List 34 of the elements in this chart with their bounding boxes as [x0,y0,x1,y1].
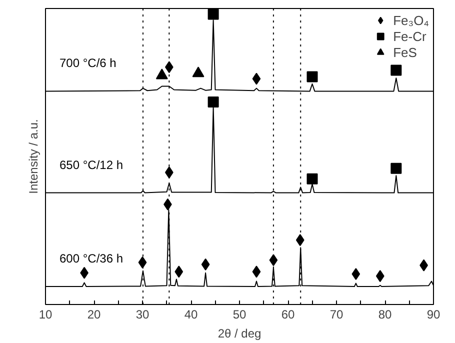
point [252,72,261,85]
x-tick-label: 80 [378,308,392,322]
point [390,64,402,76]
point [174,266,184,278]
x-tick-label: 70 [330,308,344,322]
point [208,96,219,108]
point [208,8,219,20]
legend-label: Fe₃O₄ [393,12,429,28]
x-tick-label: 50 [232,308,246,322]
x-axis-title: 2θ / deg [218,326,262,340]
y-axis-title: Intensity / a.u. [26,119,40,194]
point [352,268,360,280]
annotation: 650 °C/12 h [60,158,124,172]
x-tick-label: 20 [87,308,101,322]
point [296,234,304,246]
annotation: 700 °C/6 h [60,56,116,70]
x-tick-label: 30 [136,308,150,322]
legend-label: Fe-Cr [393,28,426,44]
point [138,256,147,268]
point [252,266,261,278]
x-tick-label: 10 [38,308,52,322]
point [192,66,204,78]
x-tick-label: 40 [184,308,198,322]
point [306,173,318,184]
point [390,162,402,174]
annotation: 600 °C/36 h [60,252,124,266]
point [376,270,384,282]
legend-label: FeS [393,44,417,60]
x-tick-label: 60 [281,308,295,322]
point [269,254,278,266]
point [306,71,318,82]
x-tick-label: 90 [426,308,440,322]
point [201,258,210,270]
point [156,68,168,80]
